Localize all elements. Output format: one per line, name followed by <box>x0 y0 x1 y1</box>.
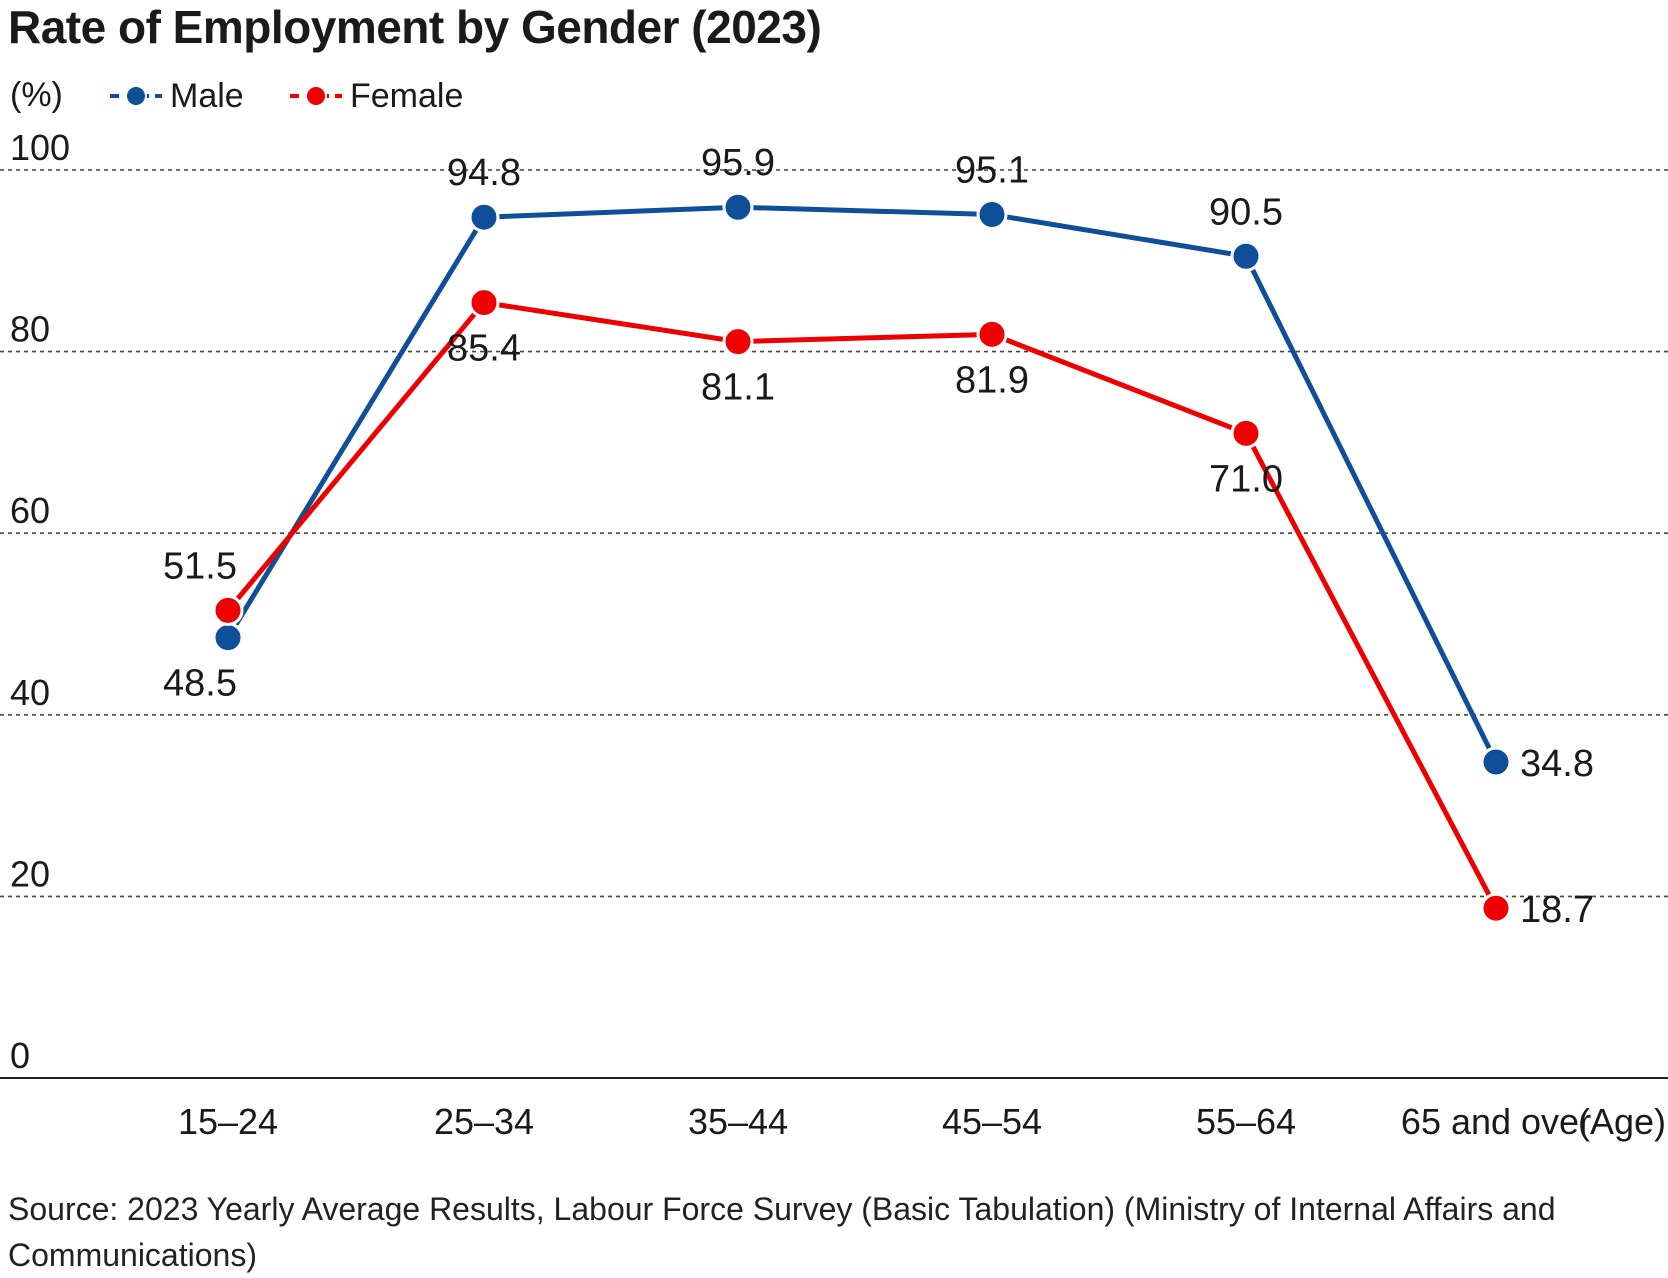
x-axis-unit-label: (Age) <box>1578 1101 1666 1142</box>
data-point-female-5 <box>1480 892 1512 924</box>
y-tick-label-0: 0 <box>10 1035 30 1076</box>
data-label-female-2: 81.1 <box>701 367 775 409</box>
data-label-male-3: 95.1 <box>955 149 1029 191</box>
data-point-female-0 <box>212 594 244 626</box>
data-label-male-4: 90.5 <box>1209 191 1283 233</box>
y-tick-label-40: 40 <box>10 672 50 713</box>
x-tick-label-1: 25–34 <box>434 1101 534 1142</box>
legend-item-male: Male <box>108 76 244 116</box>
chart-title: Rate of Employment by Gender (2023) <box>8 1 822 53</box>
y-tick-label-20: 20 <box>10 853 50 894</box>
x-tick-label-4: 55–64 <box>1196 1101 1296 1142</box>
y-tick-label-80: 80 <box>10 309 50 350</box>
legend-item-female: Female <box>288 76 463 116</box>
series-line-female <box>226 300 1499 910</box>
x-tick-label-2: 35–44 <box>688 1101 788 1142</box>
data-label-female-1: 85.4 <box>447 328 521 370</box>
data-label-male-5: 34.8 <box>1520 743 1594 785</box>
data-label-female-4: 71.0 <box>1209 458 1283 500</box>
x-tick-label-5: 65 and over <box>1401 1101 1591 1142</box>
y-tick-label-60: 60 <box>10 490 50 531</box>
data-point-male-0 <box>212 622 244 654</box>
data-label-female-3: 81.9 <box>955 359 1029 401</box>
data-label-male-0: 48.5 <box>163 663 237 705</box>
data-label-female-5: 18.7 <box>1520 889 1594 931</box>
x-tick-label-0: 15–24 <box>178 1101 278 1142</box>
data-point-female-1 <box>468 287 500 319</box>
legend-swatch-male-icon <box>110 85 162 107</box>
data-label-male-1: 94.8 <box>447 152 521 194</box>
data-point-female-4 <box>1230 417 1262 449</box>
data-point-female-3 <box>976 318 1008 350</box>
legend-swatch-female-icon <box>290 85 342 107</box>
data-point-male-1 <box>468 201 500 233</box>
data-point-male-2 <box>722 191 754 223</box>
data-point-male-4 <box>1230 240 1262 272</box>
x-tick-label-3: 45–54 <box>942 1101 1042 1142</box>
data-point-female-2 <box>722 326 754 358</box>
y-tick-label-100: 100 <box>10 127 70 168</box>
legend-label-male: Male <box>170 76 244 115</box>
y-axis-unit-label: (%) <box>10 76 63 114</box>
series-line-male <box>225 204 1499 764</box>
data-point-male-3 <box>976 198 1008 230</box>
data-label-male-2: 95.9 <box>701 142 775 184</box>
data-point-male-5 <box>1480 746 1512 778</box>
legend-label-female: Female <box>350 76 464 115</box>
source-note: Source: 2023 Yearly Average Results, Lab… <box>8 1191 1556 1273</box>
data-label-female-0: 51.5 <box>163 545 237 587</box>
